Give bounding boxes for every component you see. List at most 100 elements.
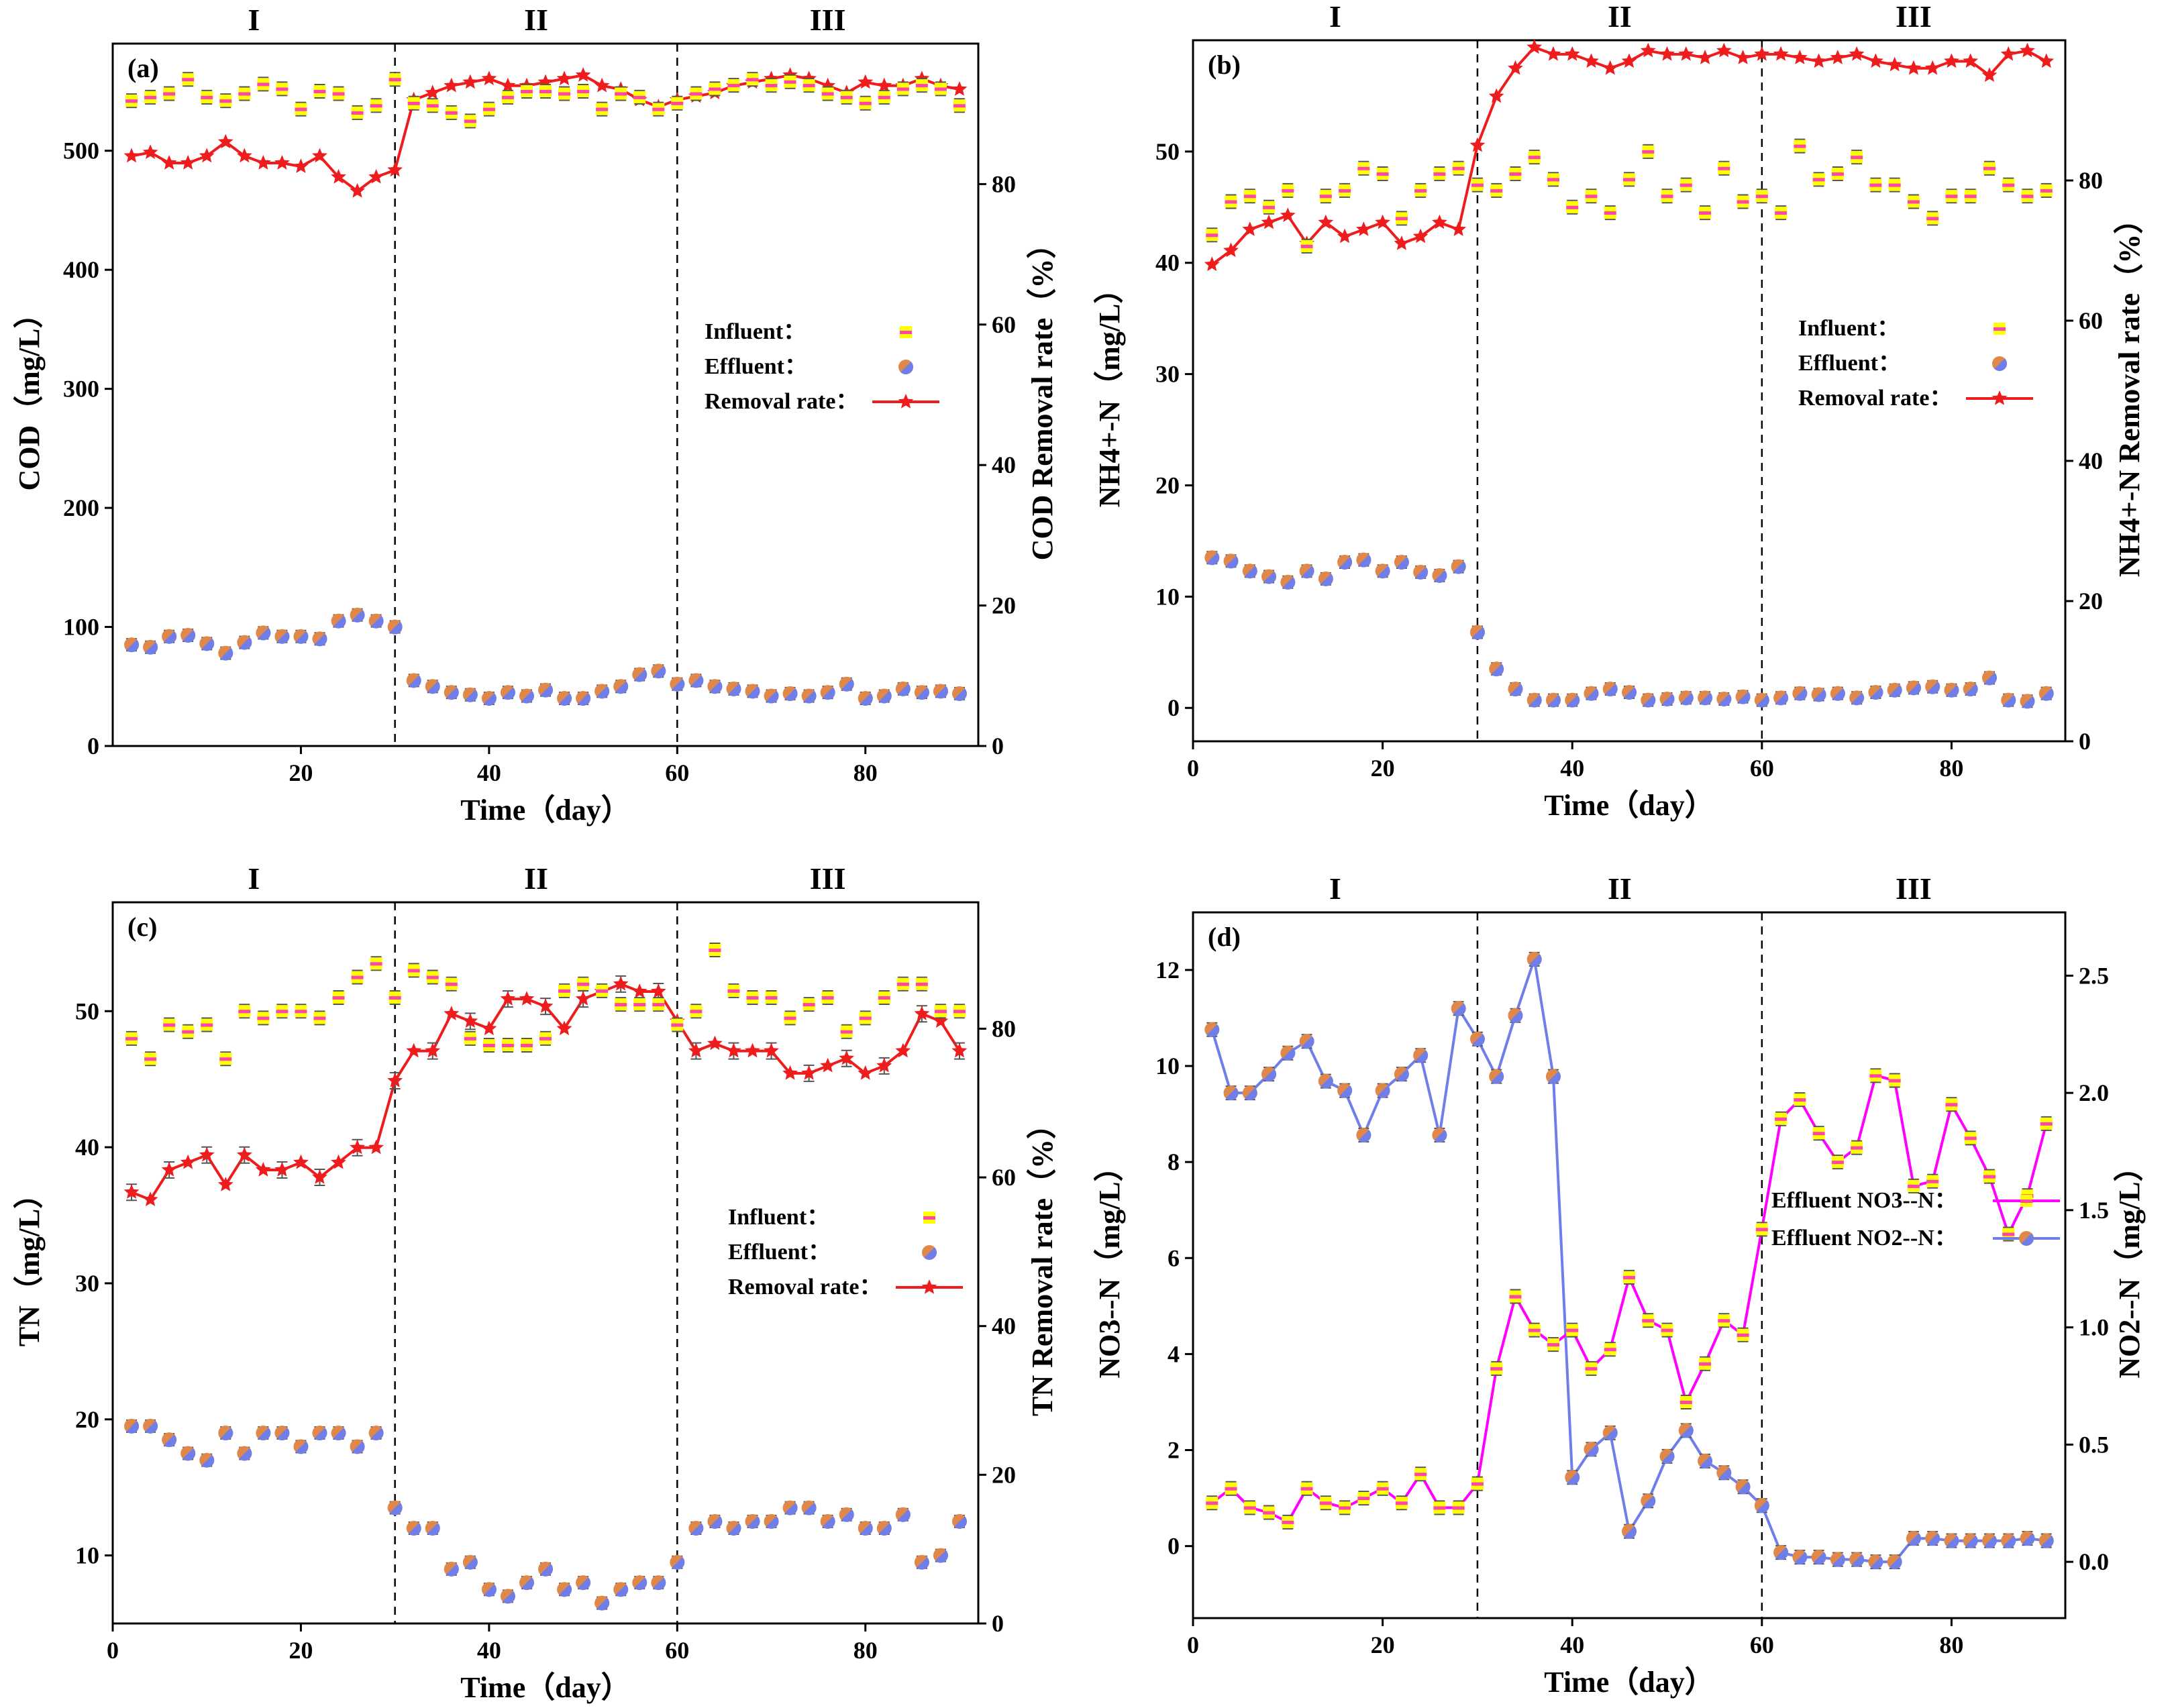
stage-label-1: I xyxy=(1329,871,1341,906)
plot-frame xyxy=(1192,911,2067,1619)
legend-influent-label: Influent： xyxy=(1798,316,1900,341)
effluent-point xyxy=(764,688,779,704)
effluent-point xyxy=(1204,550,1220,566)
influent-point xyxy=(615,998,627,1011)
removal-rate-point xyxy=(1394,235,1410,250)
legend-effluent-label: Effluent： xyxy=(705,354,807,379)
removal-rate-point xyxy=(556,1020,572,1036)
effluent-point xyxy=(1641,692,1656,708)
no2-point xyxy=(1565,1470,1580,1485)
removal-rate-point xyxy=(876,77,892,93)
effluent-half xyxy=(1718,1467,1732,1481)
effluent-point xyxy=(1469,625,1485,640)
effluent-point xyxy=(576,691,591,706)
influent-band xyxy=(1225,200,1237,204)
removal-rate-point xyxy=(575,991,591,1006)
removal-rate-point xyxy=(594,77,610,93)
no3-point xyxy=(1983,1170,1996,1183)
influent-band xyxy=(1661,1328,1673,1332)
no2-point xyxy=(1981,1533,1997,1548)
no2-point xyxy=(1545,1069,1561,1084)
effluent-half xyxy=(559,1584,572,1597)
stage-label-1: I xyxy=(248,3,260,37)
no2-point xyxy=(1394,1067,1409,1082)
influent-point xyxy=(144,1053,157,1065)
effluent-half xyxy=(1643,1495,1656,1509)
effluent-point xyxy=(2038,686,2054,701)
influent-point xyxy=(953,99,966,112)
y2-tick-label: 60 xyxy=(992,1164,1016,1191)
effluent-half xyxy=(1813,1552,1826,1565)
effluent-point xyxy=(1868,685,1883,700)
influent-band xyxy=(1282,189,1294,193)
influent-point xyxy=(859,97,872,109)
no2-point xyxy=(2038,1533,2054,1548)
effluent-half xyxy=(1321,574,1333,586)
effluent-half xyxy=(1396,1069,1409,1082)
influent-band xyxy=(1471,183,1484,187)
removal-rate-point xyxy=(1432,214,1447,229)
removal-rate-point xyxy=(1792,50,1808,64)
effluent-point xyxy=(218,1426,234,1441)
effluent-point xyxy=(1678,690,1694,706)
effluent-point xyxy=(764,1513,779,1529)
influent-point xyxy=(1206,229,1219,242)
influent-point xyxy=(426,99,439,112)
influent-point xyxy=(539,1032,552,1045)
effluent-half xyxy=(597,1597,610,1611)
influent-point xyxy=(652,998,665,1011)
removal-rate-point xyxy=(293,158,309,173)
effluent-point xyxy=(293,629,309,644)
effluent-point xyxy=(425,1521,440,1536)
no2-point xyxy=(1602,1425,1618,1440)
influent-point xyxy=(727,79,740,92)
effluent-half xyxy=(1245,1087,1257,1101)
influent-band xyxy=(1604,1348,1616,1352)
influent-point xyxy=(821,87,834,100)
influent-band xyxy=(727,84,740,88)
effluent-point xyxy=(576,1575,591,1591)
removal-rate-point xyxy=(236,1146,252,1162)
influent-band xyxy=(2002,1232,2015,1236)
y-tick-label: 10 xyxy=(75,1542,99,1569)
effluent-half xyxy=(1567,694,1580,708)
no3-point xyxy=(1945,1098,1958,1111)
influent-band xyxy=(1718,166,1730,170)
effluent-point xyxy=(350,1439,365,1454)
removal-rate-point xyxy=(123,148,140,163)
effluent-half xyxy=(747,1516,760,1529)
no3-point xyxy=(1395,1497,1408,1509)
no2-point xyxy=(1526,951,1542,967)
no2-point xyxy=(1716,1465,1732,1481)
no3-point xyxy=(1282,1515,1294,1528)
removal-rate-point xyxy=(1981,67,1998,82)
effluent-half xyxy=(1301,1036,1314,1049)
influent-point xyxy=(2002,178,2015,191)
influent-point xyxy=(1300,239,1313,252)
y-tick-label: 40 xyxy=(75,1134,99,1161)
influent-point xyxy=(539,85,552,97)
effluent-half xyxy=(578,693,591,706)
influent-band xyxy=(1888,1079,1901,1083)
influent-band xyxy=(803,84,815,88)
x-tick-label: 40 xyxy=(1560,755,1584,782)
removal-rate-point xyxy=(331,168,346,184)
effluent-half xyxy=(1794,1552,1808,1565)
influent-point xyxy=(1604,207,1616,219)
no3-point xyxy=(1907,1179,1920,1192)
effluent-half xyxy=(1358,1130,1371,1143)
removal-rate-point xyxy=(1412,228,1429,244)
effluent-point xyxy=(274,1426,290,1441)
influent-band xyxy=(313,89,326,93)
effluent-half xyxy=(352,1441,365,1454)
removal-rate-point xyxy=(951,1043,968,1058)
effluent-half xyxy=(672,678,685,692)
effluent-half xyxy=(634,669,648,682)
removal-rate-point xyxy=(406,1043,422,1058)
effluent-half xyxy=(1377,566,1390,579)
x-tick-label: 40 xyxy=(477,1637,501,1664)
influent-band xyxy=(1907,1184,1920,1188)
removal-rate-point xyxy=(726,1043,741,1058)
legend-no3-label: Effluent NO3--N： xyxy=(1771,1188,1957,1213)
removal-rate-point xyxy=(481,70,497,86)
